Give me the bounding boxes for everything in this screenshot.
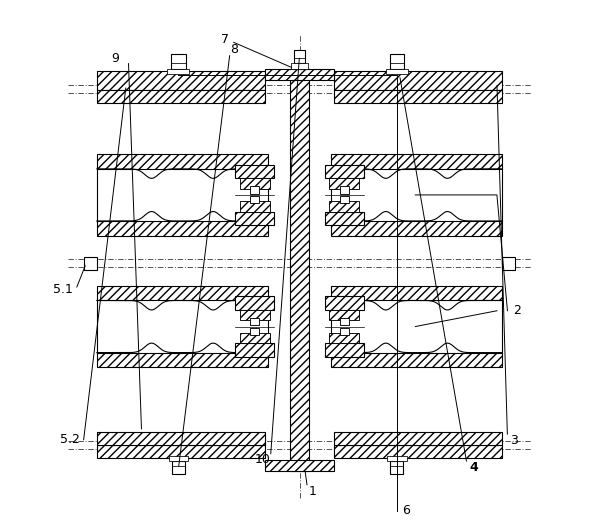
- Bar: [294, 50, 305, 63]
- Bar: [331, 353, 502, 367]
- Text: 2: 2: [513, 304, 521, 317]
- Bar: [332, 169, 501, 221]
- Text: 6: 6: [402, 504, 410, 517]
- Bar: [329, 201, 359, 212]
- Bar: [334, 71, 502, 89]
- Bar: [465, 301, 501, 352]
- Bar: [331, 221, 502, 236]
- Bar: [250, 328, 259, 335]
- Bar: [290, 69, 309, 471]
- Bar: [387, 455, 407, 461]
- Bar: [250, 196, 259, 203]
- Bar: [265, 460, 334, 471]
- Bar: [332, 301, 501, 353]
- Text: 5.1: 5.1: [53, 283, 73, 296]
- Bar: [98, 169, 267, 221]
- Bar: [235, 296, 274, 310]
- Bar: [334, 432, 502, 445]
- Bar: [386, 69, 408, 74]
- Bar: [325, 296, 364, 310]
- Bar: [240, 201, 270, 212]
- Bar: [329, 332, 359, 344]
- Bar: [332, 169, 368, 220]
- Bar: [230, 169, 267, 220]
- Text: 5.2: 5.2: [60, 433, 80, 446]
- Bar: [240, 310, 270, 320]
- Bar: [250, 186, 259, 194]
- Bar: [97, 353, 268, 367]
- Bar: [329, 310, 359, 320]
- Bar: [167, 69, 189, 74]
- Text: 10: 10: [255, 453, 271, 466]
- Bar: [325, 212, 364, 225]
- Bar: [250, 318, 259, 326]
- Bar: [240, 332, 270, 344]
- Bar: [265, 69, 334, 80]
- Bar: [334, 445, 502, 458]
- Bar: [171, 54, 186, 69]
- Text: 7: 7: [220, 33, 229, 46]
- Bar: [98, 169, 134, 220]
- Bar: [340, 196, 349, 203]
- Bar: [98, 301, 134, 352]
- Bar: [97, 221, 268, 236]
- Bar: [97, 71, 265, 89]
- Bar: [235, 212, 274, 225]
- Bar: [331, 286, 502, 301]
- Text: 8: 8: [230, 43, 238, 56]
- Bar: [291, 63, 308, 69]
- Bar: [84, 256, 97, 270]
- Bar: [98, 301, 267, 353]
- Bar: [389, 54, 404, 69]
- Bar: [340, 186, 349, 194]
- Bar: [97, 286, 268, 301]
- Bar: [332, 301, 368, 352]
- Bar: [235, 344, 274, 357]
- Bar: [325, 165, 364, 178]
- Bar: [235, 165, 274, 178]
- Bar: [340, 328, 349, 335]
- Text: 1: 1: [309, 485, 317, 498]
- Bar: [391, 461, 404, 474]
- Bar: [502, 256, 515, 270]
- Bar: [97, 154, 268, 169]
- Bar: [340, 318, 349, 326]
- Text: 3: 3: [510, 434, 518, 447]
- Bar: [172, 461, 185, 474]
- Bar: [465, 169, 501, 220]
- Bar: [329, 178, 359, 189]
- Bar: [168, 455, 188, 461]
- Bar: [331, 154, 502, 169]
- Bar: [97, 445, 265, 458]
- Text: 4: 4: [469, 461, 478, 473]
- Bar: [334, 89, 502, 103]
- Bar: [325, 344, 364, 357]
- Bar: [97, 432, 265, 445]
- Bar: [240, 178, 270, 189]
- Bar: [230, 301, 267, 352]
- Text: 9: 9: [111, 52, 119, 64]
- Bar: [97, 89, 265, 103]
